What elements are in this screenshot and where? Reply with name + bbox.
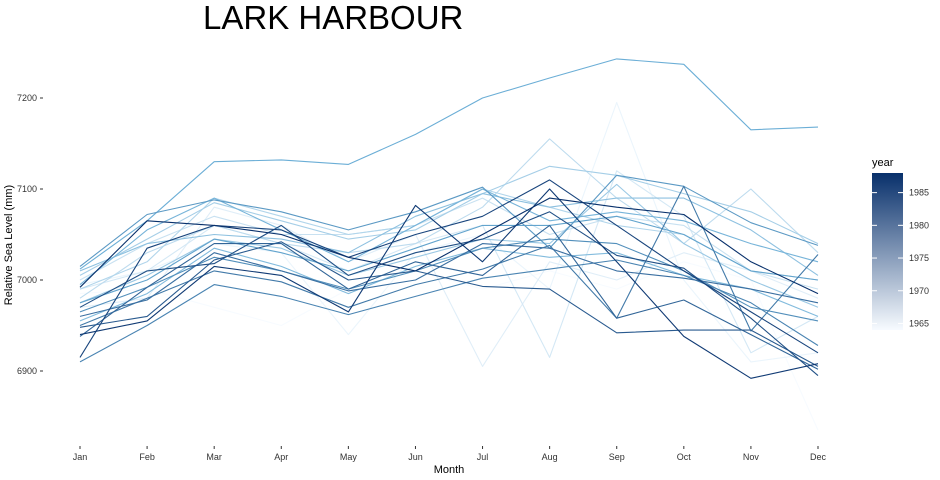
x-tick-label: Aug	[542, 452, 558, 462]
legend-tick-label: 1980	[909, 220, 929, 230]
x-tick-label: Feb	[139, 452, 155, 462]
x-tick-label: Dec	[810, 452, 827, 462]
x-tick-label: Oct	[677, 452, 692, 462]
legend-title: year	[872, 157, 894, 169]
y-tick-label: 6900	[17, 366, 37, 376]
series-line-1966	[79, 206, 819, 367]
series-line-1988	[79, 197, 819, 295]
series-line-1986	[79, 179, 819, 358]
legend-tick-label: 1985	[909, 188, 929, 198]
x-axis: Jan Feb Mar Apr May Jun Jul Aug Sep Oct Nov Dec	[73, 446, 827, 462]
y-tick-label: 7000	[17, 275, 37, 285]
legend: year 1965 1970 1975 1980 1985	[872, 157, 929, 330]
series-line-1969	[79, 138, 819, 299]
x-tick-label: May	[340, 452, 358, 462]
series-line-1972	[79, 183, 819, 308]
series-line-1985	[79, 211, 819, 377]
y-tick-label: 7100	[17, 184, 37, 194]
legend-tick-label: 1970	[909, 286, 929, 296]
series-line-1971	[79, 165, 819, 276]
y-axis-title: Relative Sea Level (mm)	[3, 185, 15, 305]
x-tick-label: Jun	[408, 452, 423, 462]
x-tick-label: Apr	[274, 452, 288, 462]
plot-area: 6900 7000 7100 7200 Jan Feb Mar Apr May Jun Jul Au…	[17, 58, 827, 462]
y-tick-label: 7200	[17, 93, 37, 103]
legend-tick-label: 1975	[909, 253, 929, 263]
series-line-1982	[79, 243, 819, 317]
x-tick-label: Mar	[206, 452, 222, 462]
series-line-1984	[79, 241, 819, 367]
x-tick-label: Sep	[609, 452, 625, 462]
legend-colorbar	[872, 173, 903, 330]
series-line-1975	[79, 188, 819, 286]
series-line-1987	[79, 188, 819, 379]
series-line-1977	[79, 215, 819, 304]
series-lines	[79, 58, 819, 431]
x-tick-label: Jul	[477, 452, 489, 462]
legend-ticks: 1965 1970 1975 1980 1985	[872, 188, 929, 328]
x-tick-label: Jan	[73, 452, 88, 462]
x-tick-label: Nov	[743, 452, 760, 462]
series-line-1973	[79, 193, 819, 276]
series-line-1983	[79, 224, 819, 370]
series-line-1967	[79, 170, 819, 358]
chart-title: LARK HARBOUR	[203, 0, 463, 36]
series-line-1964	[79, 261, 819, 431]
series-line-1978	[79, 174, 819, 267]
series-line-1976	[79, 58, 819, 270]
legend-tick-label: 1965	[909, 318, 929, 328]
series-line-1980	[79, 259, 819, 363]
y-axis: 6900 7000 7100 7200	[17, 93, 43, 376]
series-line-1965	[79, 101, 819, 363]
x-axis-title: Month	[434, 464, 465, 476]
